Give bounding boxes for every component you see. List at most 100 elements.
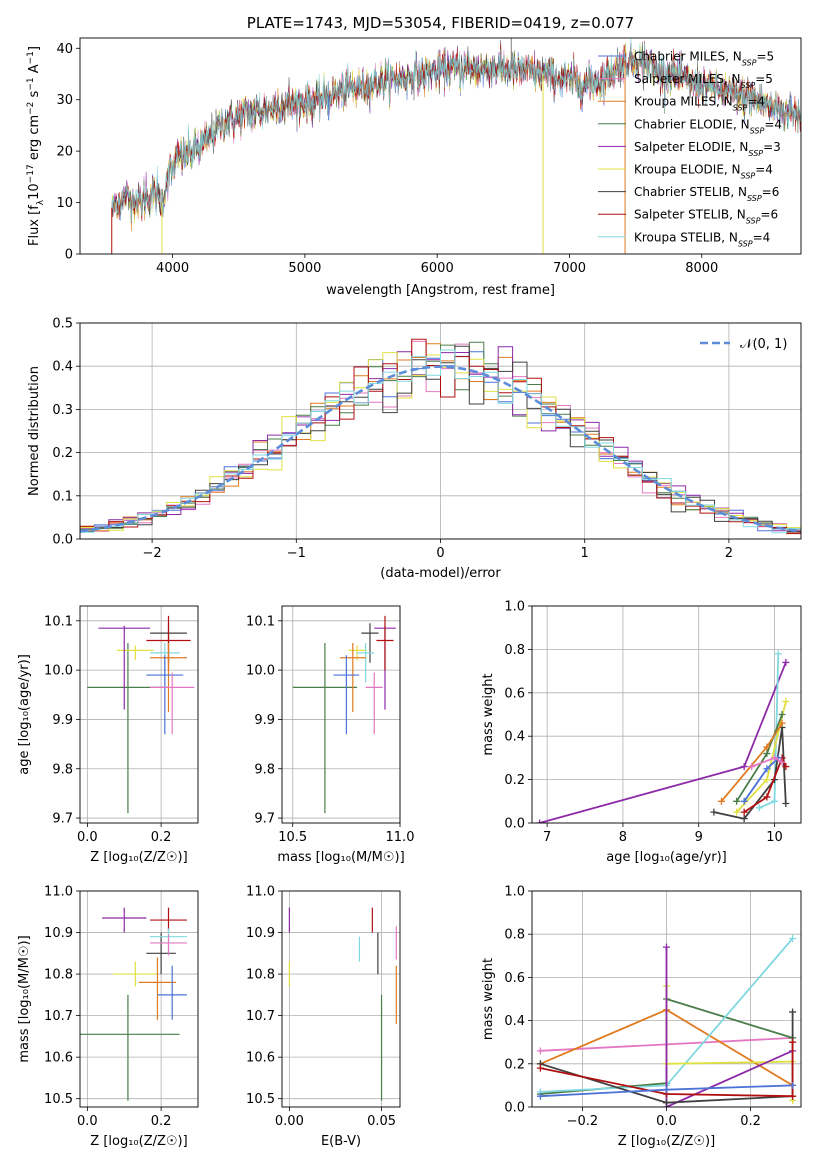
age-vs-z-ylabel: age [log₁₀(age/yr)]: [17, 654, 32, 775]
spectrum-overlay: 4000 5000 6000 7000 8000 0 10 20 30 40 PLATE=1743,…: [26, 14, 802, 298]
legend-n: =4: [755, 163, 773, 177]
weight-vs-z-series-line: [540, 1042, 794, 1098]
weight-vs-z-marker: [789, 1008, 797, 1016]
residual-histogram-xtick-label: −2: [143, 546, 162, 561]
spectrum-xtick-label: 8000: [685, 261, 718, 276]
weight-vs-z-ytick-label: 0.6: [504, 971, 525, 986]
mass-vs-ebv-ytick-label: 10.7: [246, 1009, 275, 1024]
weight-vs-age-marker: [782, 763, 790, 771]
spectrum-ylabel: Flux [fλ10−17 erg cm−2 s−1 A−1]: [26, 46, 46, 246]
weight-vs-z-frame: [531, 890, 802, 1108]
spectrum-xtick-label: 4000: [156, 261, 189, 276]
residual-histogram-ytick-label: 0.4: [52, 360, 73, 375]
spectrum-legend-label: Chabrier MILES, NSSP=5: [634, 50, 774, 68]
weight-vs-z-plot-area: [536, 935, 797, 1107]
mass-vs-z-ytick-label: 10.9: [44, 926, 73, 941]
legend-text: Chabrier MILES, N: [634, 50, 742, 64]
spectrum-legend-label: Salpeter MILES, NSSP=5: [634, 72, 773, 90]
spectrum-ylabel-part: −1: [26, 77, 36, 90]
weight-vs-z-xtick-label: 0.0: [656, 1114, 677, 1129]
residual-histogram-xlabel: (data-model)/error: [380, 566, 501, 581]
residual-histogram-ytick-label: 0.2: [52, 446, 73, 461]
residual-histogram-ylabel: Normed distribution: [27, 366, 42, 496]
weight-vs-age-xtick-label: 7: [543, 830, 551, 845]
weight-vs-age-marker: [733, 797, 741, 805]
weight-vs-z-ytick-label: 0.2: [504, 1057, 525, 1072]
legend-n: =3: [763, 140, 781, 154]
weight-vs-age-marker: [774, 650, 782, 658]
spectrum-frame: [79, 37, 802, 255]
spectrum-ytick-label: 0: [65, 248, 73, 263]
weight-vs-z-marker: [536, 1064, 544, 1072]
spectrum-axes: 4000 5000 6000 7000 8000 0 10 20 30 40 PLATE=1743,…: [26, 14, 802, 298]
weight-vs-age-marker: [778, 758, 786, 766]
residual-histogram-frame: [79, 322, 802, 540]
residual-histogram-ytick-label: 0.1: [52, 489, 73, 504]
age-vs-mass-ytick-label: 9.9: [254, 713, 275, 728]
spectrum-plot-area: [111, 38, 801, 254]
age-vs-z-xtick-label: 0.0: [77, 830, 98, 845]
mass-vs-z-ytick-label: 10.7: [44, 1009, 73, 1024]
weight-vs-age-marker: [740, 763, 748, 771]
mass-vs-ebv-plot-area: [288, 907, 397, 1101]
weight-vs-z-series-line: [665, 947, 793, 1107]
weight-vs-age-xtick-label: 10: [766, 830, 783, 845]
age-vs-mass-ytick-label: 9.7: [254, 812, 275, 827]
spectrum-legend-label: Chabrier ELODIE, NSSP=4: [634, 117, 782, 135]
spectrum-ylabel-part: s: [27, 90, 42, 101]
legend-n: =5: [756, 50, 774, 64]
weight-vs-age-ytick-label: 0.2: [504, 773, 525, 788]
residual-histogram-xtick-label: 2: [725, 546, 733, 561]
spectrum-series-line: [111, 40, 801, 222]
age-vs-z-plot-area: [87, 615, 195, 814]
residual-histogram-xtick-label: 1: [581, 546, 589, 561]
age-vs-z-overlay: 0.0 0.2 9.7 9.8 9.9 10.0 10.1 Z [log₁₀(Z/Z☉)] ag…: [17, 605, 199, 865]
legend-n: =6: [762, 185, 780, 199]
legend-text: Kroupa ELODIE, N: [634, 163, 741, 177]
weight-vs-age-marker: [763, 793, 771, 801]
mass-vs-ebv-ytick-label: 10.9: [246, 926, 275, 941]
legend-n: =4: [753, 230, 771, 244]
weight-vs-age-xtick-label: 9: [695, 830, 703, 845]
weight-vs-z-axes: −0.2 0.0 0.2 0.0 0.2 0.4 0.6 0.8 1.0 Z [log₁₀(Z/Z…: [481, 885, 802, 1149]
weight-vs-age-ytick-label: 0.6: [504, 686, 525, 701]
weight-vs-age-marker: [740, 815, 748, 823]
spectrum-ytick-label: 30: [56, 93, 73, 108]
legend-text: Chabrier ELODIE, N: [634, 117, 750, 131]
mass-vs-ebv-axes: 0.00 0.05 10.5 10.6 10.7 10.8 10.9 11.0 E(B-V): [246, 885, 401, 1149]
weight-vs-age-frame: [531, 605, 802, 824]
age-vs-z-axes: 0.0 0.2 9.7 9.8 9.9 10.0 10.1 Z [log₁₀(Z/Z☉)] ag…: [17, 605, 199, 865]
mass-vs-z-plot-area: [80, 907, 187, 1101]
residual-histogram-ytick-label: 0.5: [52, 317, 73, 332]
spectrum-legend-label: Salpeter STELIB, NSSP=6: [634, 208, 778, 226]
weight-vs-z-marker: [789, 1081, 797, 1089]
age-vs-z-frame: [79, 605, 199, 824]
spectrum-legend-label: Kroupa STELIB, NSSP=4: [634, 230, 770, 248]
histogram-legend-label: 𝒩(0, 1): [740, 337, 787, 352]
weight-vs-age-marker: [763, 776, 771, 784]
residual-histogram-overlay: −2 −1 0 1 2 0.0 0.1 0.2 0.3 0.4 0.5 (data-model)/er…: [27, 317, 802, 581]
legend-sub: SSP: [747, 194, 762, 203]
legend-sub: SSP: [748, 148, 763, 157]
weight-vs-z-marker: [663, 1099, 670, 1107]
age-vs-mass-xtick-label: 11.0: [386, 830, 415, 845]
age-vs-z-xtick-label: 0.2: [151, 830, 172, 845]
mass-vs-z-ytick-label: 10.6: [44, 1051, 73, 1066]
weight-vs-age-marker: [782, 799, 790, 807]
weight-vs-z-ytick-label: 0.4: [504, 1014, 525, 1029]
legend-sub: SSP: [738, 239, 753, 248]
weight-vs-age-marker: [733, 808, 741, 816]
mass-vs-z-ytick-label: 10.5: [44, 1092, 73, 1107]
legend-n: =4: [747, 95, 765, 109]
spectrum-xtick-label: 7000: [553, 261, 586, 276]
weight-vs-age-ytick-label: 1.0: [504, 600, 525, 615]
spectrum-legend-label: Chabrier STELIB, NSSP=6: [634, 185, 779, 203]
spectrum-legend-label: Kroupa ELODIE, NSSP=4: [634, 163, 773, 181]
spectrum-ylabel-part: erg cm: [27, 115, 42, 164]
legend-text: Salpeter MILES, N: [634, 72, 741, 86]
legend-text: Salpeter STELIB, N: [634, 208, 746, 222]
age-vs-z-ytick-label: 9.7: [52, 812, 73, 827]
legend-n: =4: [764, 117, 782, 131]
weight-vs-age-xtick-label: 8: [619, 830, 627, 845]
weight-vs-age-ytick-label: 0.4: [504, 730, 525, 745]
